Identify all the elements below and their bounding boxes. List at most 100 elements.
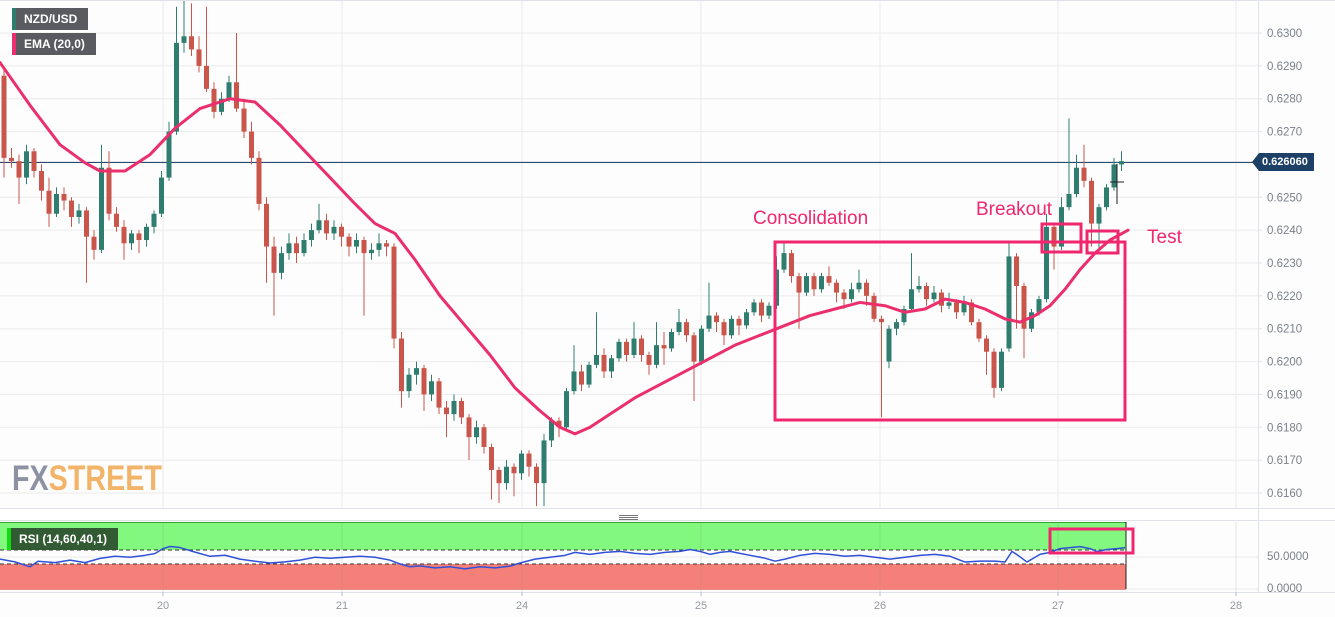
candle-body — [99, 167, 104, 250]
ema-line — [0, 61, 1130, 436]
candle-body — [144, 226, 149, 240]
candle-body — [714, 315, 719, 323]
candle-body — [519, 453, 524, 474]
breakout-box[interactable] — [1040, 222, 1083, 254]
candle-body — [69, 200, 74, 217]
rsi-breakout-box[interactable] — [1048, 527, 1135, 555]
day-axis-label: 28 — [1230, 600, 1242, 612]
candle-body — [1036, 299, 1042, 313]
candle-body — [729, 318, 734, 336]
candle-body — [556, 420, 562, 428]
candle-body — [84, 210, 89, 237]
candle-body — [369, 249, 374, 254]
candle-body — [571, 371, 577, 392]
candle-body — [579, 371, 584, 385]
candle-body — [384, 243, 389, 247]
candle-body — [1014, 256, 1019, 286]
price-axis-label: 0.6300 — [1267, 28, 1302, 40]
candle-body — [211, 88, 217, 112]
price-axis-label: 0.6200 — [1267, 357, 1302, 369]
candle-body — [264, 203, 269, 247]
candle-body — [459, 400, 464, 418]
candle-body — [361, 239, 367, 254]
candle-body — [541, 440, 547, 484]
candle-body — [961, 302, 967, 313]
candle-body — [856, 282, 862, 290]
consolidation-annotation: Consolidation — [753, 208, 869, 229]
candle-body — [534, 466, 539, 484]
candle-body — [496, 469, 502, 484]
candle-body — [256, 157, 262, 204]
candle-body — [1066, 193, 1072, 208]
candle-body — [976, 322, 982, 339]
candle-body — [339, 226, 344, 237]
candle-body — [766, 305, 772, 316]
candle-body — [984, 338, 989, 352]
candle-body — [751, 302, 757, 313]
candle-body — [916, 285, 922, 290]
watermark-street: STREET — [48, 459, 162, 498]
candle-body — [939, 292, 944, 306]
candle-body — [864, 282, 869, 296]
price-axis-label: 0.6280 — [1267, 94, 1302, 106]
candle-body — [481, 427, 487, 447]
candle-body — [669, 331, 674, 349]
day-axis-label: 25 — [695, 600, 707, 612]
price-axis-label: 0.6160 — [1267, 488, 1302, 500]
candle-body — [114, 213, 119, 227]
candle-body — [54, 193, 59, 214]
candle-body — [1089, 180, 1094, 224]
price-axis-label: 0.6230 — [1267, 258, 1302, 270]
candle-body — [819, 276, 824, 290]
price-axis-label: 0.6270 — [1267, 127, 1302, 139]
candle-body — [616, 341, 622, 359]
ema-label: EMA (20,0) — [16, 33, 96, 55]
candle-body — [136, 233, 142, 240]
consolidation-box[interactable] — [773, 240, 1127, 422]
candle-body — [1029, 312, 1034, 329]
candle-body — [1021, 285, 1027, 329]
candle-body — [399, 338, 404, 392]
candle-body — [586, 364, 592, 385]
rsi-legend-chip[interactable]: RSI (14,60,40,1) — [7, 528, 119, 550]
candle-body — [744, 312, 749, 326]
rsi-oversold-band — [0, 564, 1126, 589]
day-axis-label: 24 — [516, 600, 528, 612]
candle-body — [834, 282, 839, 293]
candle-body — [129, 233, 134, 244]
candle-body — [759, 302, 764, 316]
candle-body — [1059, 207, 1064, 247]
candle-body — [414, 368, 419, 375]
candle-body — [781, 253, 787, 270]
candle-body — [954, 302, 959, 313]
candle-body — [946, 302, 952, 306]
candle-body — [1081, 167, 1087, 181]
candle-body — [909, 289, 914, 309]
ema-legend-chip[interactable]: EMA (20,0) — [12, 33, 96, 55]
candle-body — [451, 400, 457, 415]
test-box[interactable] — [1085, 229, 1120, 255]
candle-body — [886, 328, 892, 362]
watermark-fx: FX — [12, 459, 49, 498]
candle-body — [504, 466, 509, 484]
price-axis-label: 0.6290 — [1267, 61, 1302, 73]
candle-body — [1119, 161, 1124, 165]
candle-body — [894, 322, 899, 329]
candle-body — [1044, 226, 1049, 300]
price-axis-label: 0.6220 — [1267, 291, 1302, 303]
rsi-line — [0, 545, 1126, 570]
rsi-axis-label: 50.0000 — [1267, 551, 1309, 563]
candle-body — [226, 82, 232, 99]
candle-body — [294, 243, 299, 254]
candle-body — [489, 446, 494, 470]
candle-body — [804, 276, 809, 293]
candle-body — [631, 338, 637, 355]
candle-body — [61, 193, 67, 201]
candle-body — [879, 318, 884, 323]
candle-body — [796, 276, 802, 293]
pane-separator[interactable] — [0, 508, 1335, 520]
candle-body — [301, 239, 307, 254]
candle-body — [24, 151, 29, 178]
symbol-legend-chip[interactable]: NZD/USD — [12, 8, 89, 30]
